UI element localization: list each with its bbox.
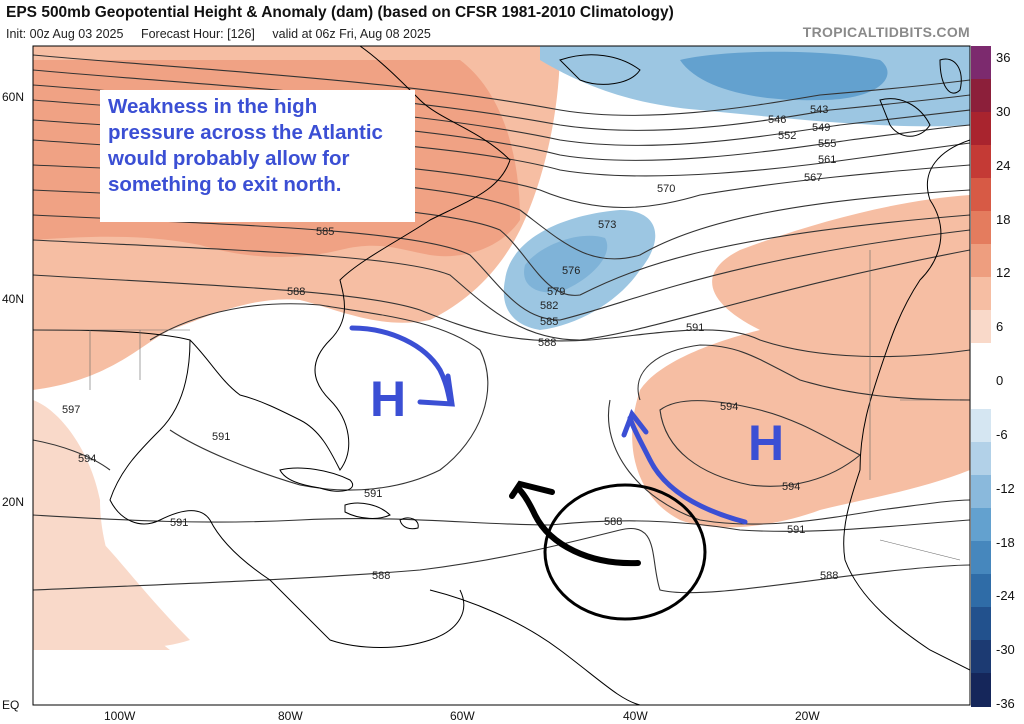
colorbar-segment — [971, 178, 991, 212]
colorbar-segment — [971, 244, 991, 278]
contour-label-group: 543 546 549 552 555 561 567 570 573 576 … — [62, 104, 838, 582]
colorbar-label: -24 — [996, 588, 1015, 604]
blue-arrow-east-atlantic-head — [621, 408, 649, 438]
lat-label: 40N — [2, 292, 25, 306]
contour-label: 567 — [804, 172, 822, 184]
positive-anomaly-caribbean-south — [100, 540, 190, 648]
colorbar-segment — [971, 79, 991, 113]
high-marker-west: H — [370, 371, 406, 427]
colorbar-segment — [971, 673, 991, 707]
blue-arrow-west-atlantic-head — [417, 373, 455, 407]
strong-negative-anomaly-midatlantic — [524, 235, 608, 293]
contour-label: 591 — [787, 524, 805, 536]
blue-arrow-east-atlantic — [627, 415, 748, 525]
contour-label: 588 — [287, 286, 305, 298]
colorbar-segment — [971, 343, 991, 377]
contour-label: 546 — [768, 114, 786, 126]
contour-label: 585 — [316, 226, 334, 238]
annotation-text: Weakness in the high pressure across the… — [108, 95, 383, 196]
contour-label: 585 — [540, 316, 558, 328]
colorbar-segment — [971, 112, 991, 146]
colorbar-label: -6 — [996, 426, 1008, 442]
valid-time: valid at 06z Fri, Aug 08 2025 — [272, 27, 431, 41]
colorbar-label: 0 — [996, 373, 1004, 388]
contour-label: 588 — [820, 570, 838, 582]
subtitle: Init: 00z Aug 03 2025 Forecast Hour: [12… — [6, 27, 445, 41]
lon-label: 100W — [104, 709, 136, 723]
contour-label: 588 — [372, 570, 390, 582]
contour-label: 543 — [810, 104, 828, 116]
colorbar-label: 24 — [996, 157, 1011, 173]
contour-label: 573 — [598, 219, 616, 231]
lon-label: 80W — [278, 709, 303, 723]
colorbar-segment — [971, 475, 991, 509]
positive-anomaly-east-atlantic — [632, 195, 970, 528]
colorbar-segment — [971, 640, 991, 674]
colorbar-segment — [971, 508, 991, 542]
colorbar-label: 36 — [996, 50, 1011, 65]
contour-label: 591 — [212, 431, 230, 443]
contour-label: 594 — [78, 453, 96, 465]
positive-anomaly-gulf — [33, 400, 170, 650]
contour-label: 591 — [170, 517, 188, 529]
black-arrow — [515, 485, 641, 567]
annotation-text-box: Weakness in the high pressure across the… — [100, 90, 415, 222]
colorbar-segment — [971, 46, 991, 80]
contour-label: 555 — [818, 138, 836, 150]
lon-label: 40W — [623, 709, 648, 723]
contour-label: 561 — [818, 154, 836, 166]
lat-label: 20N — [2, 495, 25, 509]
colorbar-segment — [971, 607, 991, 641]
colorbar-label: -30 — [996, 642, 1015, 658]
contour-label: 570 — [657, 183, 675, 195]
colorbar-label: 6 — [996, 319, 1004, 335]
contour-label: 588 — [604, 516, 622, 528]
contour-label: 582 — [540, 300, 558, 312]
lon-label: 60W — [450, 709, 475, 723]
colorbar-segment — [971, 211, 991, 245]
page-title: EPS 500mb Geopotential Height & Anomaly … — [6, 4, 674, 21]
colorbar-label: -12 — [996, 480, 1015, 496]
init-time: Init: 00z Aug 03 2025 — [6, 27, 124, 41]
colorbar-segment — [971, 574, 991, 608]
contour-label: 597 — [62, 404, 80, 416]
contour-label: 594 — [782, 481, 800, 493]
lat-label: 60N — [2, 90, 25, 104]
strong-negative-anomaly-north — [680, 51, 888, 101]
colorbar-segment — [971, 541, 991, 575]
colorbar-label: 12 — [996, 265, 1011, 281]
colorbar-segment — [971, 442, 991, 476]
contour-label: 552 — [778, 130, 796, 142]
contour-label: 594 — [720, 401, 738, 413]
contour-label: 549 — [812, 122, 830, 134]
borders — [33, 250, 961, 561]
colorbar-label: -18 — [996, 534, 1015, 550]
colorbar-label: 18 — [996, 211, 1011, 227]
colorbar-label: 30 — [996, 103, 1011, 119]
contour-label: 576 — [562, 265, 580, 277]
colorbar — [971, 46, 991, 707]
colorbar-label: -36 — [996, 696, 1015, 711]
colorbar-segment — [971, 310, 991, 344]
colorbar-segment — [971, 409, 991, 443]
lon-label: 20W — [795, 709, 820, 723]
colorbar-segment — [971, 277, 991, 311]
circled-area — [543, 483, 707, 621]
contour-label: 591 — [364, 488, 382, 500]
colorbar-segment — [971, 145, 991, 179]
colorbar-segment — [971, 376, 991, 410]
contour-label: 591 — [686, 322, 704, 334]
coastlines — [33, 46, 970, 705]
site-credit[interactable]: TROPICALTIDBITS.COM — [802, 24, 970, 40]
black-arrow-head — [509, 480, 555, 499]
contour-label: 579 — [547, 286, 565, 298]
lat-label: EQ — [2, 698, 20, 712]
forecast-hour: Forecast Hour: [126] — [140, 27, 255, 41]
high-marker-east: H — [748, 415, 784, 471]
contour-label: 588 — [538, 337, 556, 349]
